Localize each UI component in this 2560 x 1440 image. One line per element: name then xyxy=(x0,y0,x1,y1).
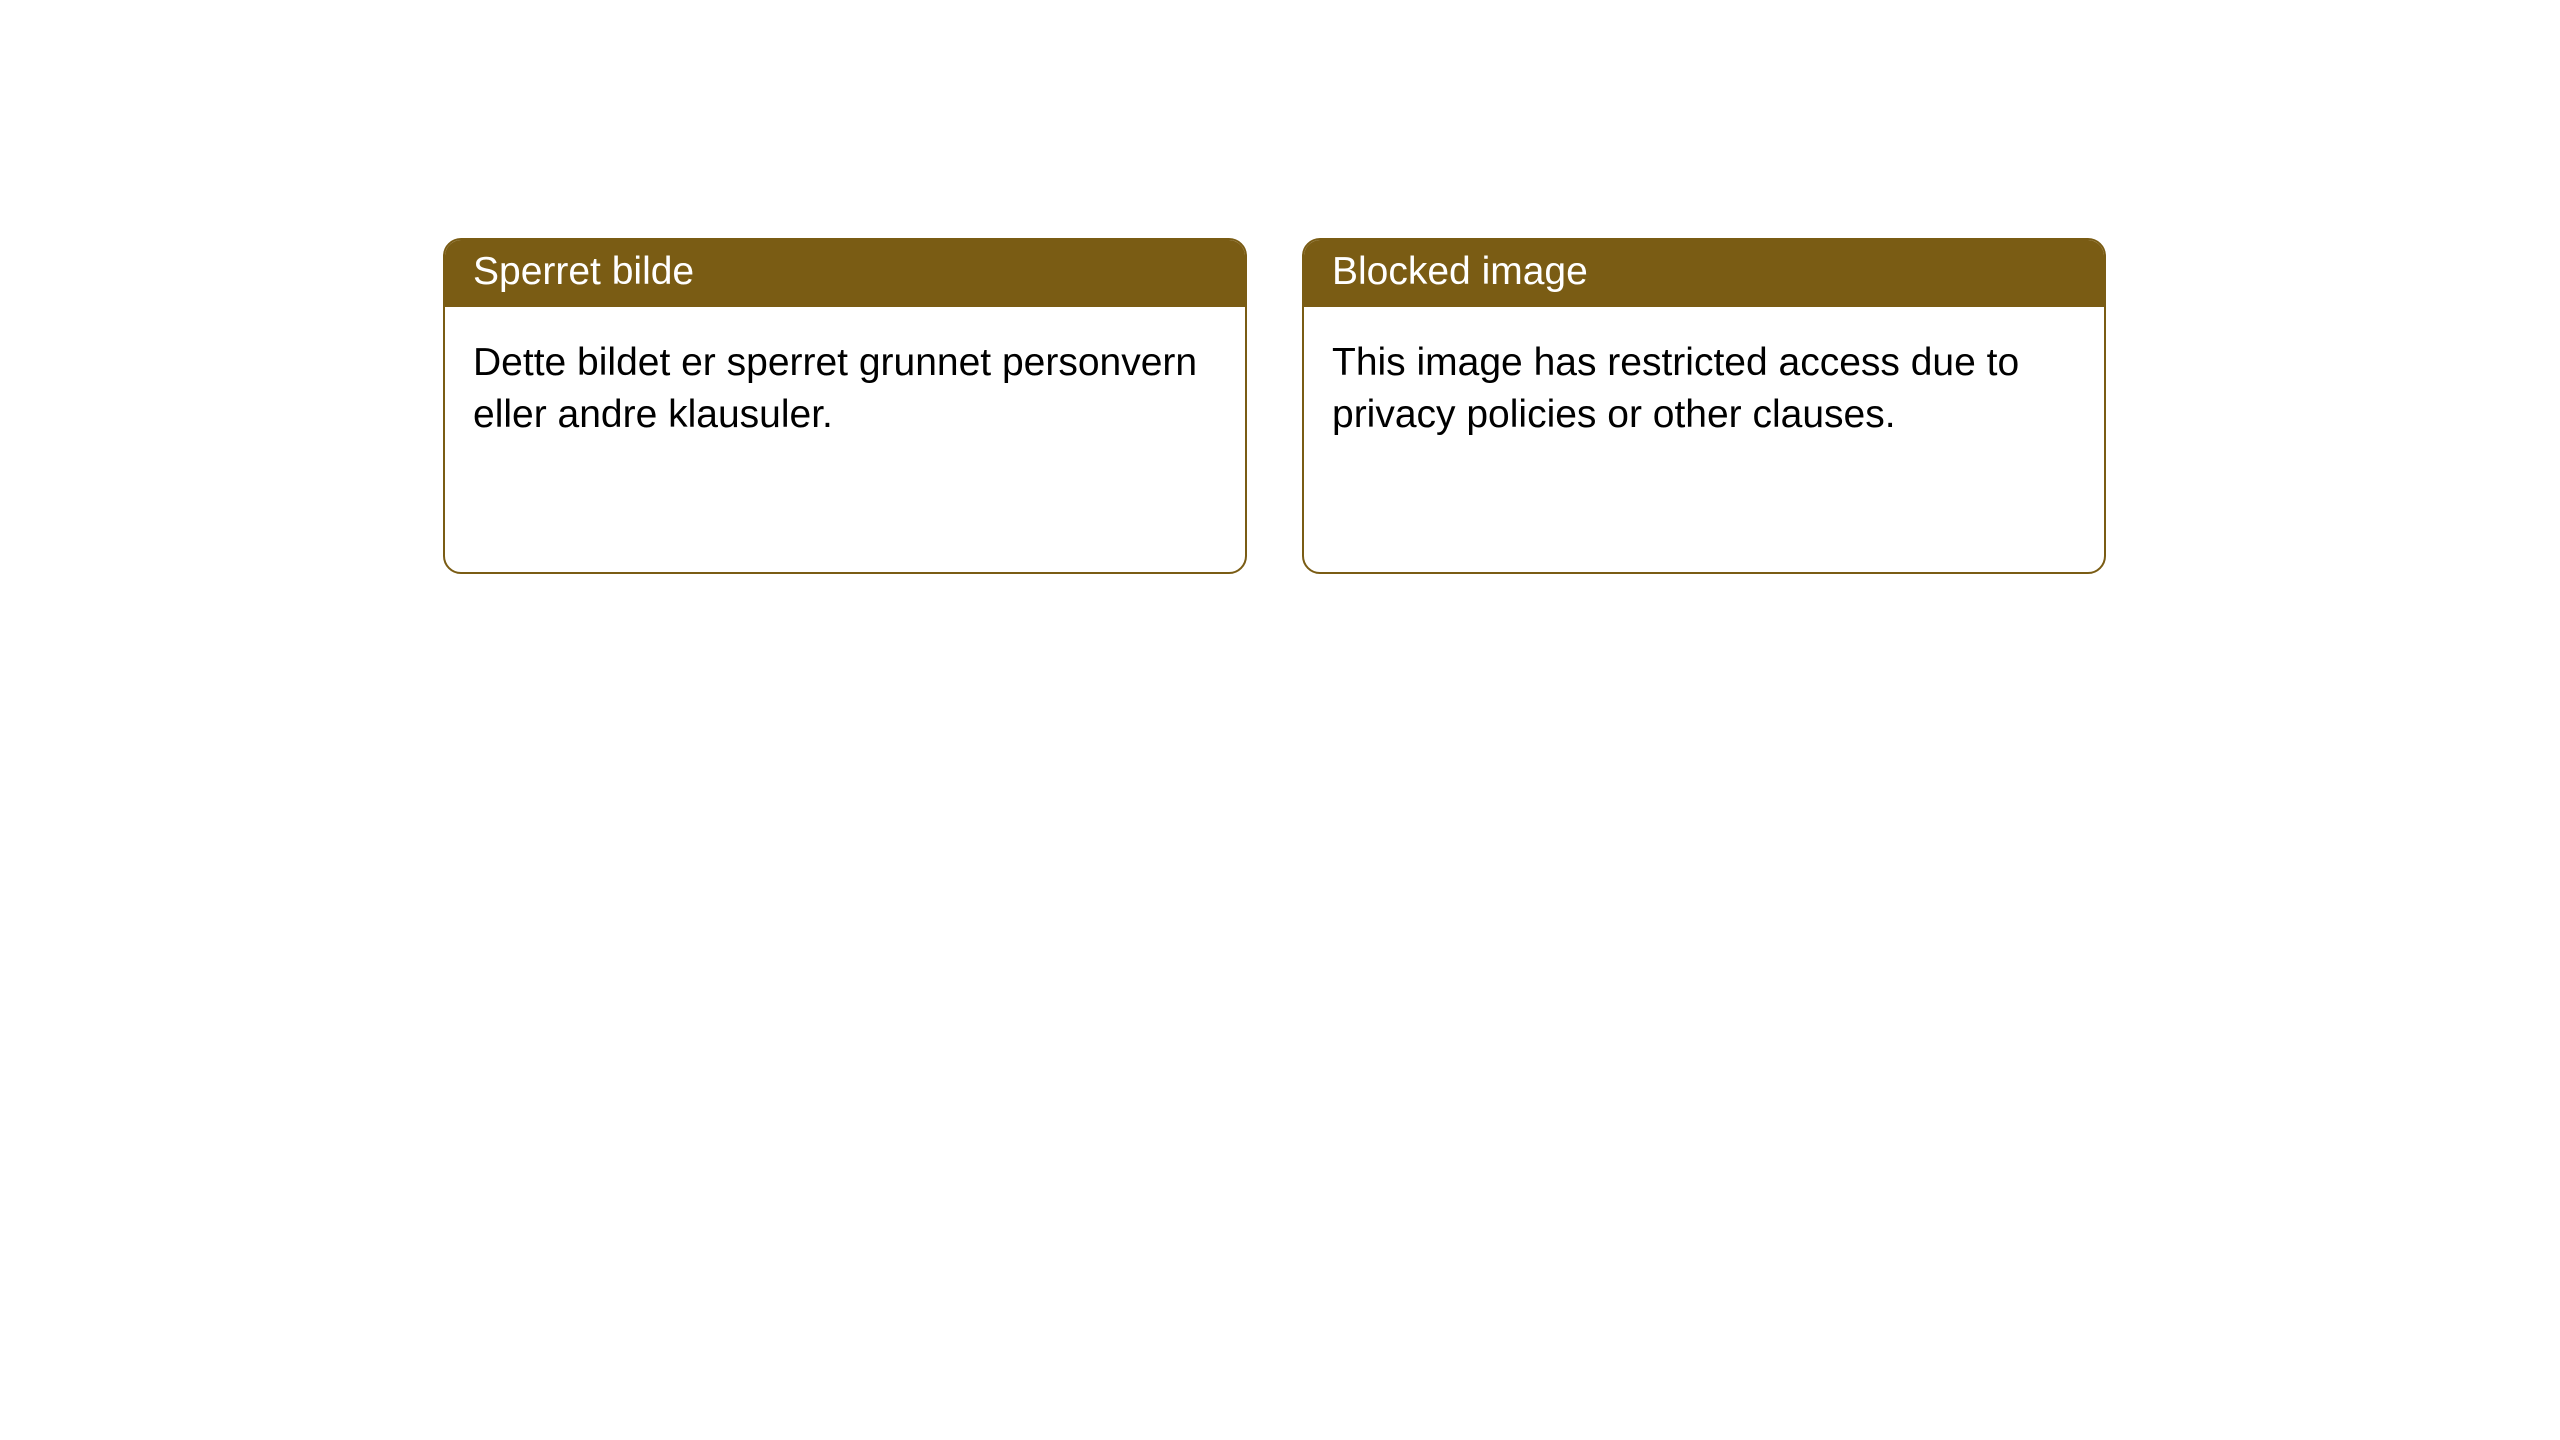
card-body-text: This image has restricted access due to … xyxy=(1304,307,2104,471)
card-title: Sperret bilde xyxy=(445,240,1245,307)
card-title: Blocked image xyxy=(1304,240,2104,307)
notice-cards-container: Sperret bilde Dette bildet er sperret gr… xyxy=(0,0,2560,574)
notice-card-english: Blocked image This image has restricted … xyxy=(1302,238,2106,574)
notice-card-norwegian: Sperret bilde Dette bildet er sperret gr… xyxy=(443,238,1247,574)
card-body-text: Dette bildet er sperret grunnet personve… xyxy=(445,307,1245,471)
